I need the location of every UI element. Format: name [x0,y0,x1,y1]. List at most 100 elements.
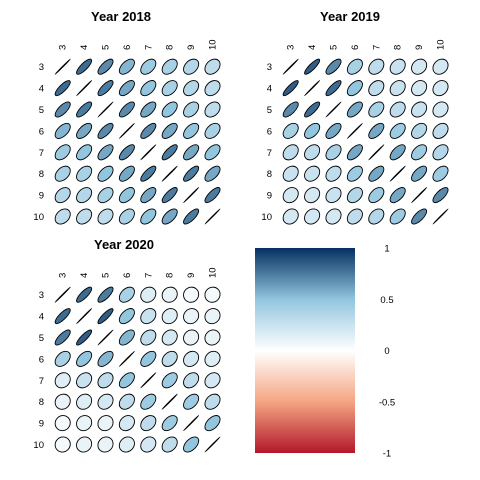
row-label: 5 [39,333,44,344]
corr-ellipse [183,144,200,161]
corr-ellipse [118,393,135,410]
corr-ellipse [97,436,114,453]
corr-ellipse [183,436,200,453]
colorbar-tick-label: -0.5 [379,397,395,408]
corr-ellipse [432,187,449,204]
corr-ellipse [97,329,114,346]
corr-ellipse [204,122,221,139]
row-label: 3 [39,290,44,301]
corr-ellipse [161,144,178,161]
corr-ellipse [183,415,200,432]
corr-ellipse [140,58,157,75]
colorbar-gradient [255,248,355,453]
corr-ellipse [54,415,71,432]
row-label: 3 [39,62,44,73]
corr-ellipse [282,187,299,204]
row-label: 8 [39,169,44,180]
corr-ellipse [432,144,449,161]
corr-ellipse [161,372,178,389]
col-label: 7 [371,45,382,50]
corr-ellipse [183,329,200,346]
corr-ellipse [161,350,178,367]
corr-ellipse [140,308,157,325]
corr-ellipse [389,80,406,97]
col-label: 7 [143,45,154,50]
corr-ellipse [161,122,178,139]
corr-ellipse [118,101,135,118]
corr-ellipse [282,208,299,225]
corr-ellipse [325,122,342,139]
col-label: 6 [122,273,133,278]
row-label: 10 [261,212,272,223]
corr-ellipse [411,144,428,161]
corr-ellipse [204,187,221,204]
corr-ellipse [97,144,114,161]
corr-ellipse [282,122,299,139]
corr-ellipse [325,165,342,182]
row-label: 7 [39,148,44,159]
corr-ellipse [118,58,135,75]
corr-ellipse [304,101,321,118]
corr-ellipse [76,187,93,204]
corr-ellipse [183,165,200,182]
corr-ellipse [204,350,221,367]
corr-ellipse [118,329,135,346]
corr-ellipse [76,208,93,225]
corr-ellipse [282,144,299,161]
corr-ellipse [76,372,93,389]
corr-ellipse [282,80,299,97]
corr-ellipse [118,308,135,325]
row-label: 10 [33,440,44,451]
corr-ellipse [140,393,157,410]
corr-ellipse [432,208,449,225]
corr-ellipse [97,165,114,182]
corr-ellipse [304,58,321,75]
corr-ellipse [204,372,221,389]
corr-ellipse [161,329,178,346]
col-label: 10 [208,39,219,50]
corr-ellipse [97,187,114,204]
corr-ellipse [118,165,135,182]
corr-ellipse [140,350,157,367]
col-label: 4 [79,273,90,278]
row-label: 3 [267,62,272,73]
corr-ellipse [346,122,363,139]
corr-ellipse [97,286,114,303]
col-label: 6 [350,45,361,50]
corr-ellipse [346,187,363,204]
corr-ellipse [204,58,221,75]
corr-ellipse [97,208,114,225]
corr-ellipse [183,350,200,367]
corr-ellipse [325,208,342,225]
corr-ellipse [411,101,428,118]
corr-ellipse [183,122,200,139]
corr-ellipse [97,415,114,432]
corr-ellipse [54,122,71,139]
corr-ellipse [140,329,157,346]
corr-ellipse [368,58,385,75]
corr-ellipse [118,436,135,453]
corr-ellipse [140,286,157,303]
col-label: 8 [165,45,176,50]
row-label: 7 [39,376,44,387]
corr-ellipse [389,165,406,182]
corr-ellipse [97,393,114,410]
corr-ellipse [97,372,114,389]
corr-ellipse [97,58,114,75]
corr-ellipse [118,372,135,389]
corr-ellipse [389,187,406,204]
row-label: 9 [39,419,44,430]
corr-ellipse [411,122,428,139]
corr-ellipse [304,208,321,225]
corr-ellipse [432,58,449,75]
corr-ellipse [54,350,71,367]
corr-ellipse [161,58,178,75]
corr-ellipse [76,350,93,367]
corr-ellipse [204,208,221,225]
corr-ellipse [204,165,221,182]
corr-ellipse [161,286,178,303]
corr-ellipse [368,101,385,118]
corr-ellipse [304,80,321,97]
corr-ellipse [411,187,428,204]
col-label: 9 [186,273,197,278]
